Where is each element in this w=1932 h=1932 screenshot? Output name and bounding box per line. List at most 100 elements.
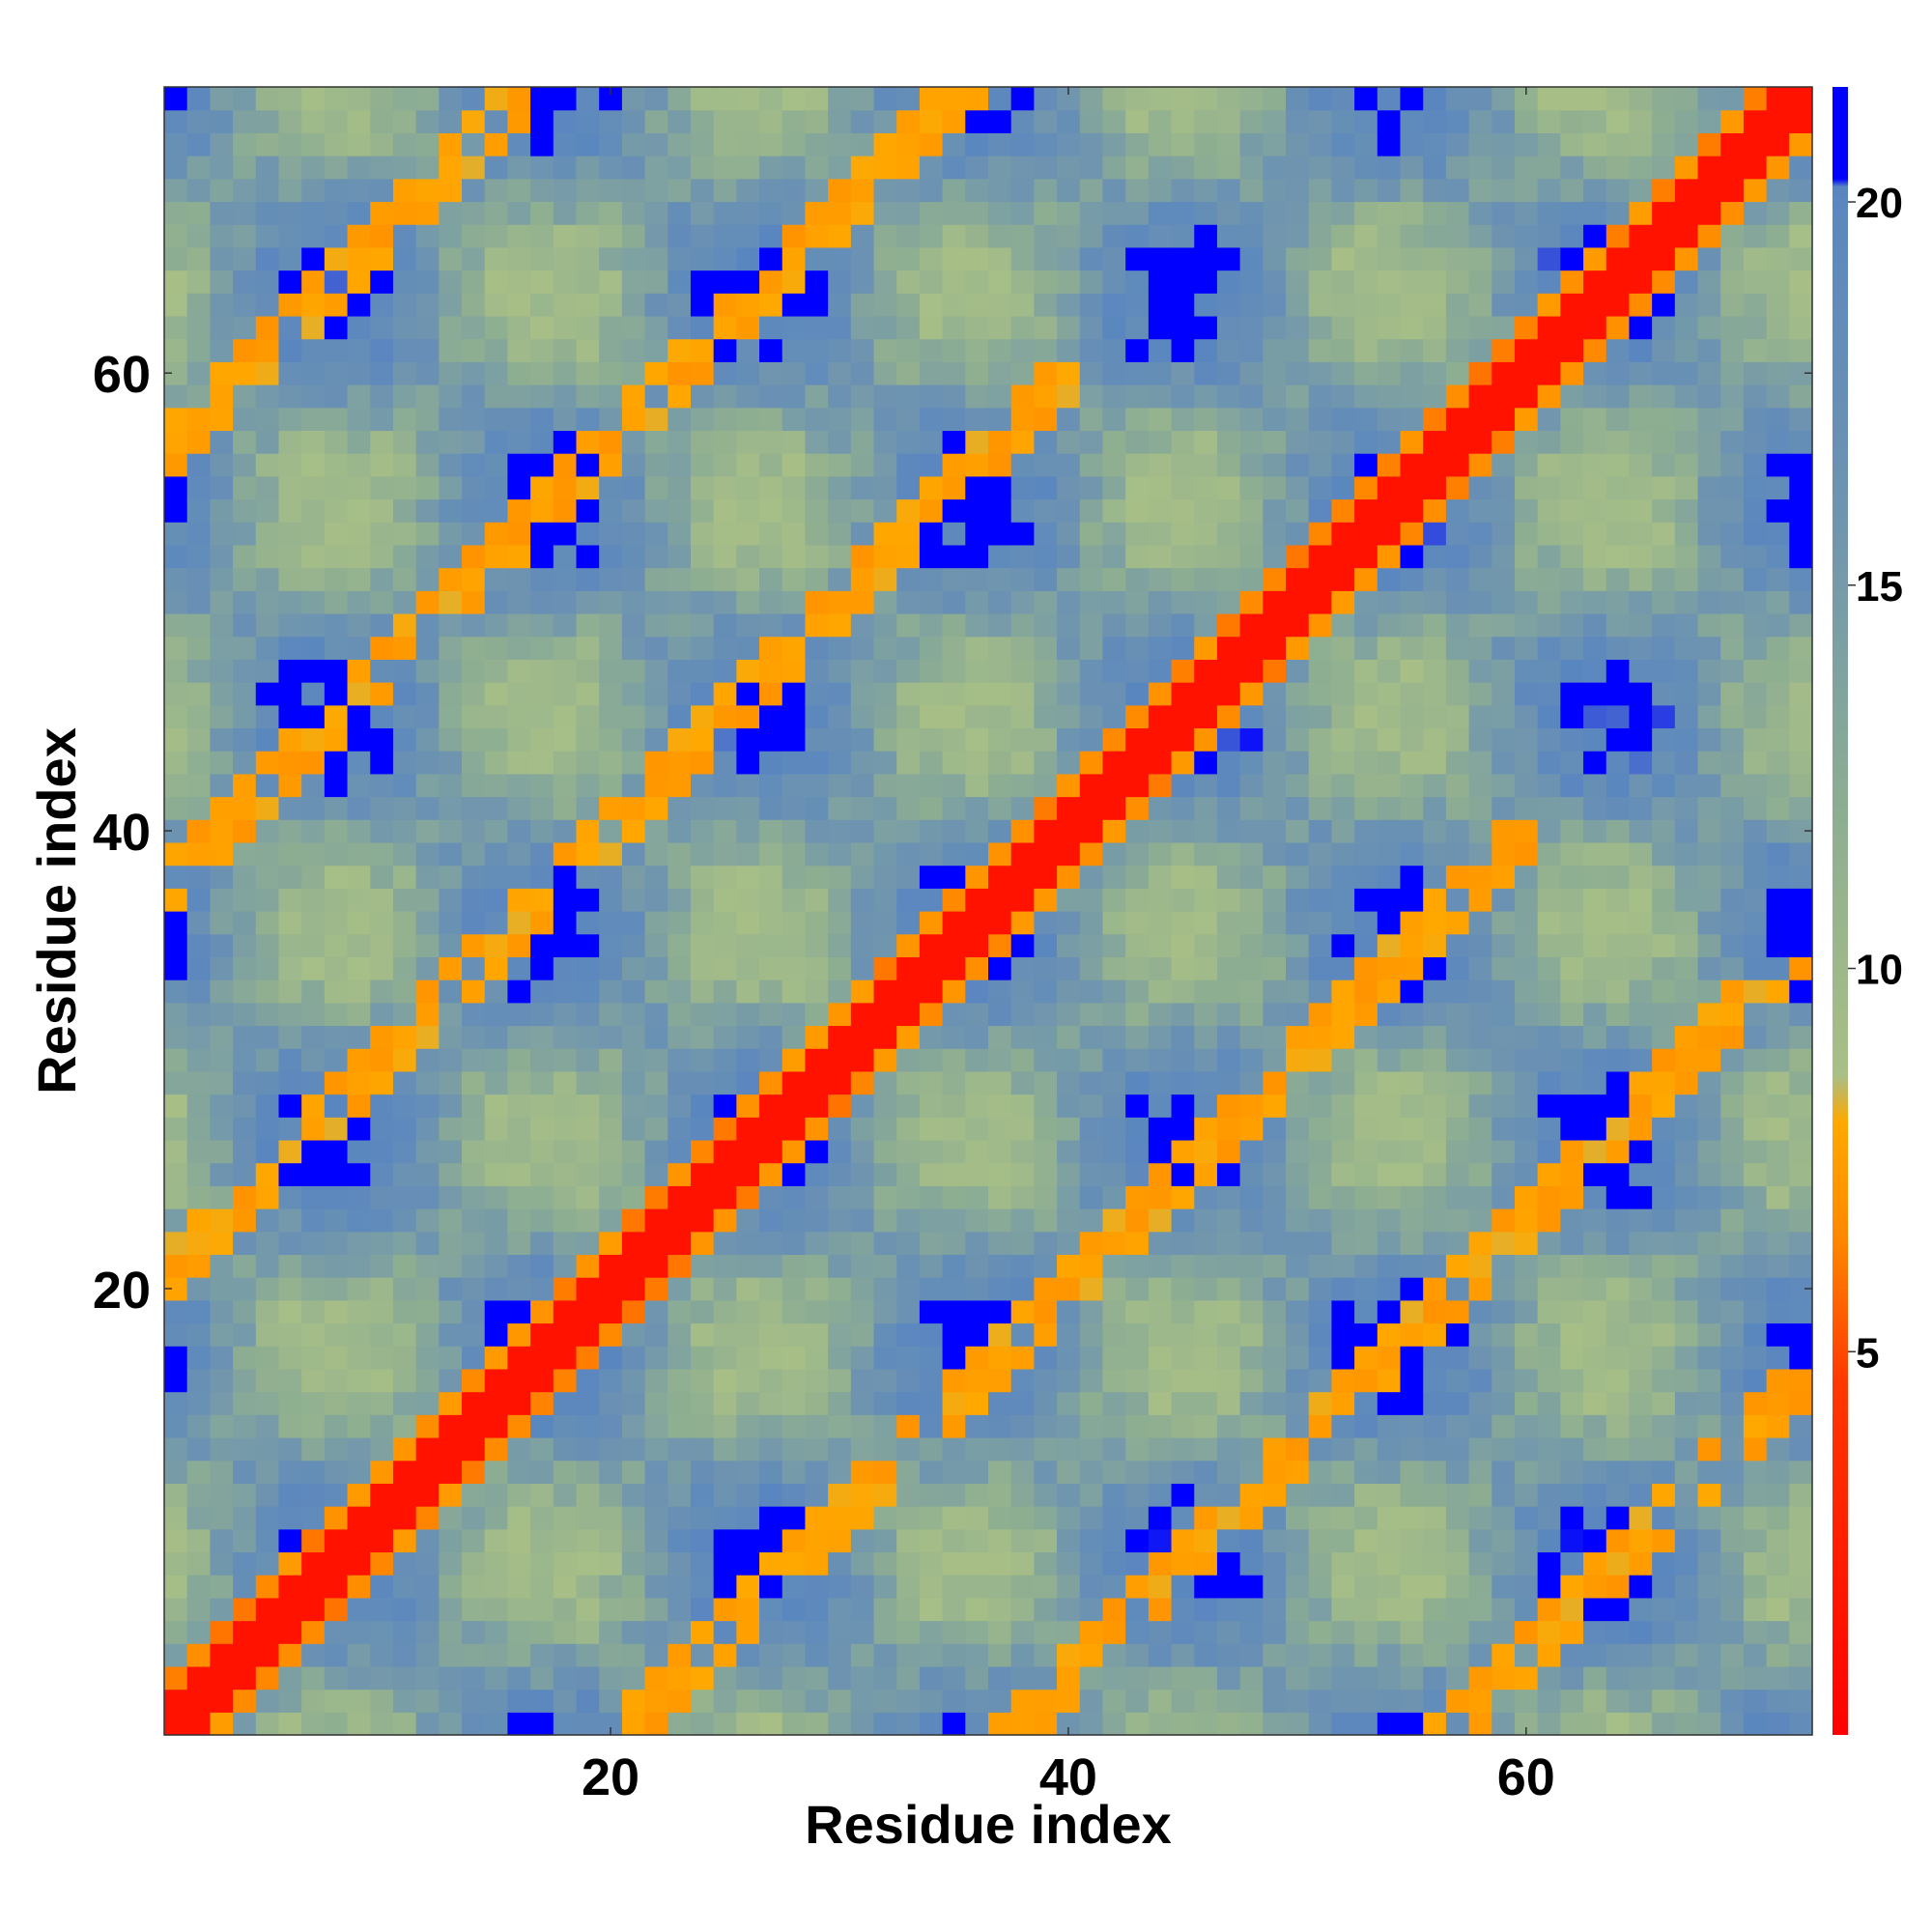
heatmap-cell bbox=[278, 590, 302, 614]
heatmap-cell bbox=[255, 270, 280, 294]
heatmap-cell bbox=[278, 1528, 302, 1553]
heatmap-cell bbox=[988, 132, 1012, 156]
heatmap-cell bbox=[850, 1575, 875, 1599]
heatmap-cell bbox=[1445, 1643, 1470, 1667]
heatmap-cell bbox=[164, 475, 188, 500]
heatmap-cell bbox=[1377, 727, 1402, 752]
heatmap-cell bbox=[850, 109, 875, 133]
heatmap-cell bbox=[690, 751, 715, 775]
heatmap-cell bbox=[736, 1643, 760, 1667]
heatmap-cell bbox=[1560, 1070, 1584, 1095]
heatmap-cell bbox=[186, 1460, 211, 1484]
heatmap-cell bbox=[1492, 361, 1516, 385]
heatmap-cell bbox=[781, 1254, 807, 1278]
heatmap-cell bbox=[278, 1094, 302, 1118]
heatmap-cell bbox=[1034, 1139, 1058, 1164]
heatmap-cell bbox=[507, 956, 531, 980]
heatmap-cell bbox=[1605, 1094, 1631, 1118]
heatmap-cell bbox=[255, 109, 280, 133]
heatmap-cell bbox=[1010, 1689, 1035, 1713]
heatmap-cell bbox=[347, 796, 371, 820]
heatmap-cell bbox=[507, 636, 531, 660]
heatmap-cell bbox=[942, 178, 966, 203]
heatmap-cell bbox=[1354, 1506, 1378, 1530]
heatmap-cell bbox=[988, 636, 1012, 660]
heatmap-cell bbox=[942, 1620, 966, 1644]
heatmap-cell bbox=[347, 315, 371, 340]
heatmap-cell bbox=[1010, 1575, 1035, 1599]
heatmap-cell bbox=[186, 1597, 211, 1622]
heatmap-cell bbox=[1308, 1231, 1333, 1256]
heatmap-cell bbox=[621, 1689, 646, 1713]
heatmap-cell bbox=[850, 1436, 875, 1462]
heatmap-cell bbox=[759, 224, 783, 248]
heatmap-cell bbox=[576, 522, 600, 546]
heatmap-cell bbox=[278, 636, 302, 660]
heatmap-cell bbox=[759, 1162, 783, 1186]
heatmap-cell bbox=[415, 1139, 440, 1164]
heatmap-cell bbox=[1652, 1665, 1676, 1690]
heatmap-cell bbox=[415, 682, 440, 706]
heatmap-cell bbox=[507, 430, 531, 454]
heatmap-cell bbox=[186, 1185, 211, 1209]
heatmap-cell bbox=[1194, 87, 1218, 111]
heatmap-cell bbox=[1331, 1460, 1355, 1484]
heatmap-cell bbox=[392, 1231, 417, 1256]
heatmap-cell bbox=[1445, 1139, 1470, 1164]
heatmap-cell bbox=[942, 1551, 966, 1576]
heatmap-cell bbox=[278, 109, 302, 133]
heatmap-cell bbox=[599, 201, 623, 225]
heatmap-cell bbox=[621, 475, 646, 500]
heatmap-cell bbox=[415, 1277, 440, 1301]
heatmap-cell bbox=[1674, 453, 1699, 477]
heatmap-cell bbox=[919, 1346, 944, 1370]
heatmap-cell bbox=[1560, 544, 1584, 569]
heatmap-cell bbox=[919, 841, 944, 867]
heatmap-cell bbox=[1057, 911, 1081, 935]
heatmap-cell bbox=[644, 475, 668, 500]
heatmap-cell bbox=[1286, 109, 1310, 133]
heatmap-cell bbox=[301, 1665, 326, 1690]
heatmap-cell bbox=[1102, 1070, 1126, 1095]
heatmap-cell bbox=[690, 1414, 715, 1438]
heatmap-cell bbox=[919, 1139, 944, 1164]
heatmap-cell bbox=[599, 384, 623, 409]
heatmap-cell bbox=[736, 1139, 760, 1164]
heatmap-cell bbox=[1400, 1368, 1424, 1393]
heatmap-cell bbox=[1034, 1094, 1058, 1118]
heatmap-cell bbox=[690, 1620, 715, 1644]
heatmap-cell bbox=[1079, 293, 1104, 317]
heatmap-cell bbox=[644, 270, 668, 294]
heatmap-cell bbox=[324, 1643, 349, 1667]
heatmap-cell bbox=[576, 407, 600, 432]
heatmap-cell bbox=[324, 156, 349, 180]
heatmap-cell bbox=[965, 522, 989, 546]
heatmap-cell bbox=[1216, 246, 1241, 271]
heatmap-cell bbox=[507, 224, 531, 248]
heatmap-cell bbox=[805, 1048, 829, 1072]
heatmap-cell bbox=[370, 1528, 394, 1553]
heatmap-cell bbox=[1263, 841, 1287, 867]
heatmap-cell bbox=[965, 796, 989, 820]
heatmap-cell bbox=[621, 109, 646, 133]
heatmap-cell bbox=[1560, 1665, 1584, 1690]
heatmap-cell bbox=[1468, 1139, 1492, 1164]
heatmap-cell bbox=[1125, 132, 1150, 156]
heatmap-cell bbox=[873, 270, 897, 294]
heatmap-cell bbox=[621, 1506, 646, 1530]
heatmap-cell bbox=[988, 727, 1012, 752]
heatmap-cell bbox=[439, 430, 463, 454]
heatmap-cell bbox=[942, 1254, 966, 1278]
heatmap-cell bbox=[530, 109, 554, 133]
heatmap-cell bbox=[1697, 315, 1721, 340]
heatmap-cell bbox=[781, 109, 807, 133]
heatmap-cell bbox=[759, 1483, 783, 1507]
heatmap-cell bbox=[1057, 156, 1081, 180]
heatmap-cell bbox=[1674, 201, 1699, 225]
heatmap-cell bbox=[301, 1689, 326, 1713]
heatmap-cell bbox=[439, 1368, 463, 1393]
heatmap-cell bbox=[759, 865, 783, 889]
heatmap-cell bbox=[1216, 109, 1241, 133]
heatmap-cell bbox=[553, 293, 578, 317]
heatmap-cell bbox=[210, 1528, 234, 1553]
